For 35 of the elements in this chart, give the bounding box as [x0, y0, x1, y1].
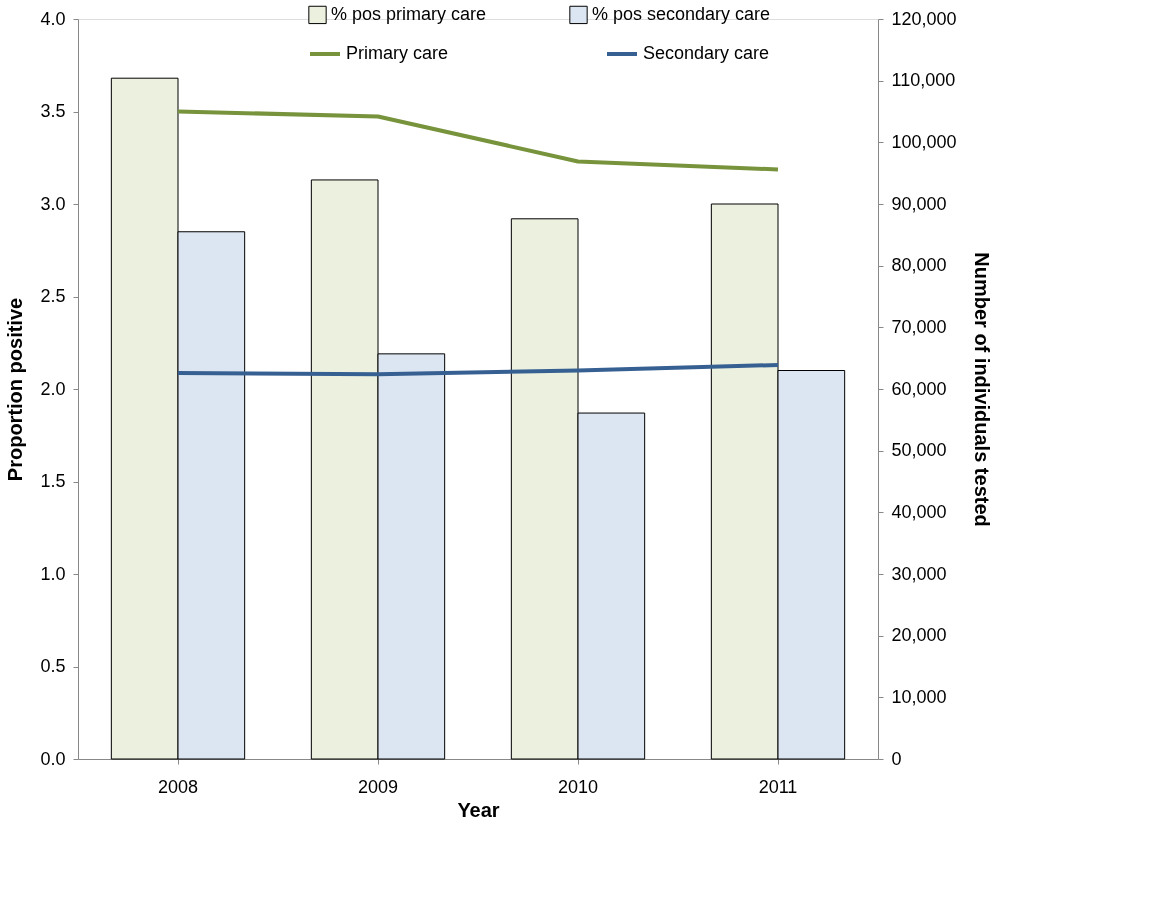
y2-tick-label: 50,000 [891, 440, 947, 461]
legend-label: % pos secondary care [592, 3, 771, 24]
y-tick-label: 2.0 [40, 378, 66, 399]
x-tick-label: 2008 [157, 776, 199, 797]
y2-tick-label: 100,000 [891, 131, 957, 152]
y2-tick-label: 120,000 [891, 8, 957, 29]
y-tick-label: 0.0 [40, 748, 66, 769]
y2-tick-label: 60,000 [891, 378, 947, 399]
y-tick-label: 1.0 [40, 563, 66, 584]
y2-tick-label: 0 [891, 748, 902, 769]
y2-tick-label: 90,000 [891, 193, 947, 214]
y2-axis-title: Number of individuals tested [970, 252, 993, 527]
y-tick-label: 3.0 [40, 193, 66, 214]
x-tick-label: 2011 [758, 776, 798, 797]
y-axis-title: Proportion positive [4, 297, 27, 482]
legend-label: % pos primary care [331, 3, 487, 24]
y2-tick-label: 110,000 [891, 70, 956, 91]
x-tick-label: 2009 [357, 776, 399, 797]
y2-tick-label: 40,000 [891, 501, 947, 522]
y2-tick-label: 30,000 [891, 563, 947, 584]
y2-tick-label: 20,000 [891, 625, 947, 646]
y2-tick-label: 70,000 [891, 316, 947, 337]
legend-label: Secondary care [643, 43, 770, 63]
line-series [176, 362, 780, 377]
x-tick-label: 2010 [557, 776, 599, 797]
y-tick-label: 1.5 [40, 471, 66, 491]
y-tick-label: 0.5 [40, 656, 66, 676]
legend-label: Primary care [346, 43, 449, 63]
y2-tick-label: 80,000 [891, 255, 947, 276]
x-axis-title: Year [457, 798, 500, 821]
y-tick-label: 4.0 [40, 8, 66, 29]
y-tick-label: 3.5 [40, 101, 66, 121]
y-tick-label: 2.5 [40, 286, 66, 306]
y2-tick-label: 10,000 [891, 686, 947, 707]
line-series [176, 109, 780, 172]
